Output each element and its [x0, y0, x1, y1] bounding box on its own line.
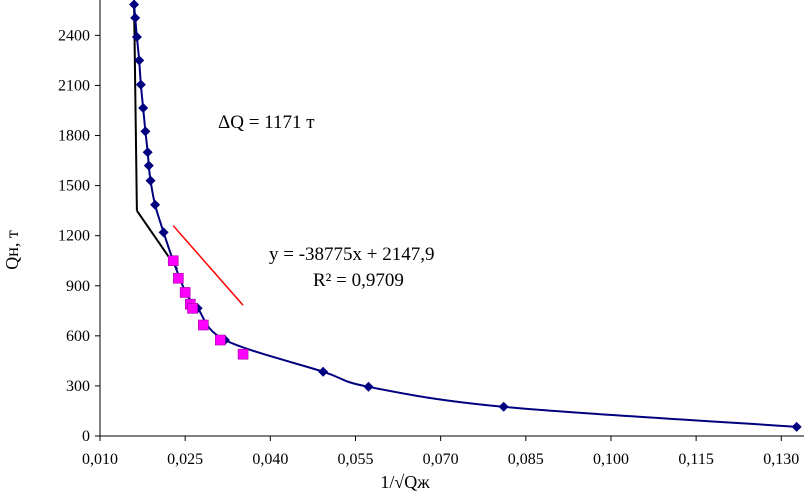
- x-tick-label: 0,025: [167, 451, 203, 468]
- y-tick-label: 1500: [58, 178, 90, 195]
- data-point-diamond: [131, 32, 142, 43]
- y-tick-label: 1200: [58, 228, 90, 245]
- data-point-diamond: [318, 366, 329, 377]
- data-point-square: [173, 272, 184, 284]
- y-tick-label: 600: [66, 328, 90, 345]
- data-point-square: [237, 348, 249, 360]
- data-point-diamond: [138, 102, 149, 113]
- data-point-square: [167, 255, 179, 267]
- y-tick-label: 1800: [58, 128, 90, 145]
- x-tick-label: 0,070: [423, 451, 459, 468]
- series-markers: [129, 0, 802, 432]
- data-point-square: [179, 287, 191, 298]
- y-tick-label: 2400: [58, 27, 90, 44]
- data-point-square: [215, 334, 226, 346]
- data-point-diamond: [129, 0, 140, 10]
- series-line: [133, 4, 797, 428]
- annotations: ΔQ = 1171 т y = -38775x + 2147,9 R² = 0,…: [218, 112, 435, 291]
- data-point-diamond: [498, 401, 509, 412]
- data-point-diamond: [130, 12, 141, 23]
- data-point-diamond: [791, 421, 802, 432]
- data-point-diamond: [145, 175, 156, 186]
- r-squared-annotation: R² = 0,9709: [313, 270, 404, 291]
- data-point-diamond: [134, 55, 145, 66]
- data-point-diamond: [143, 160, 154, 171]
- data-point-diamond: [158, 227, 169, 238]
- x-tick-label: 0,010: [82, 451, 118, 468]
- data-point-diamond: [140, 126, 151, 137]
- data-point-diamond: [363, 381, 374, 392]
- trendline: [172, 225, 244, 306]
- data-point-square: [187, 303, 198, 314]
- delta-q-annotation: ΔQ = 1171 т: [218, 112, 315, 133]
- y-axis-label: Qн, т: [2, 230, 22, 270]
- x-tick-label: 0,055: [337, 451, 373, 468]
- equation-annotation: y = -38775x + 2147,9: [269, 244, 435, 265]
- axes: 0 300 600 900 1200 1500 1800 2100 2400 0,010 0,025…: [58, 0, 804, 468]
- y-tick-label: 900: [66, 278, 90, 295]
- x-tick-label: 0,130: [763, 451, 799, 468]
- x-tick-label: 0,100: [593, 451, 629, 468]
- x-tick-label: 0,085: [508, 451, 544, 468]
- data-point-square: [198, 319, 209, 331]
- x-tick-label: 0,115: [678, 451, 713, 468]
- y-tick-label: 2100: [58, 77, 90, 94]
- data-point-diamond: [135, 79, 146, 90]
- y-tick-label: 300: [66, 378, 90, 395]
- data-point-diamond: [150, 199, 161, 210]
- data-point-diamond: [142, 147, 153, 158]
- y-tick-label: 0: [82, 428, 90, 445]
- x-tick-label: 0,040: [252, 451, 288, 468]
- fit-markers: [167, 255, 249, 360]
- x-axis-label: 1/√Qж: [380, 472, 430, 492]
